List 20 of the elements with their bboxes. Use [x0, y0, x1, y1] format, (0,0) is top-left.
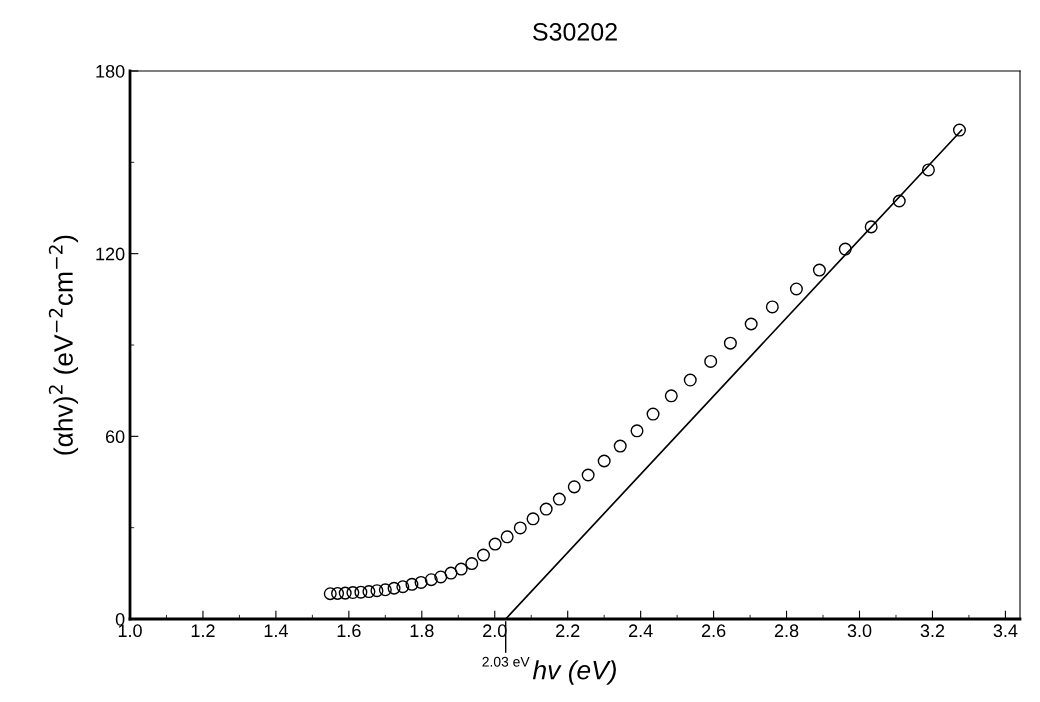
x-tick-label: 2.6 [701, 624, 726, 638]
x-tick-label: 3.4 [993, 624, 1018, 638]
y-tick-label: 60 [105, 430, 125, 444]
y-tick-label: 120 [96, 247, 125, 261]
y-tick-label: 180 [96, 64, 125, 78]
y-tick-label: 0 [115, 612, 125, 626]
x-tick-label: 2.4 [629, 624, 653, 637]
x-tick-label: 1.2 [191, 624, 215, 637]
x-tick-label: 1.6 [337, 624, 361, 638]
x-axis-title: hv (eV) [532, 660, 616, 685]
y-axis-title: (αhv)$^{2}$ (eV$^{−2}$cm$^{−2}$) [48, 235, 79, 455]
chart-title: S30202 [533, 22, 617, 41]
x-tick-label: 2.8 [774, 624, 799, 638]
x-tick-label: 3.0 [847, 624, 872, 638]
x-tick-label: 2.2 [556, 624, 580, 637]
x-tick-label: 1.8 [410, 624, 434, 638]
annotation: 2.03 eV [482, 656, 530, 667]
x-tick-label: 3.2 [920, 624, 945, 638]
x-tick-label: 1.4 [264, 624, 288, 637]
x-tick-label: 1.0 [118, 624, 142, 638]
